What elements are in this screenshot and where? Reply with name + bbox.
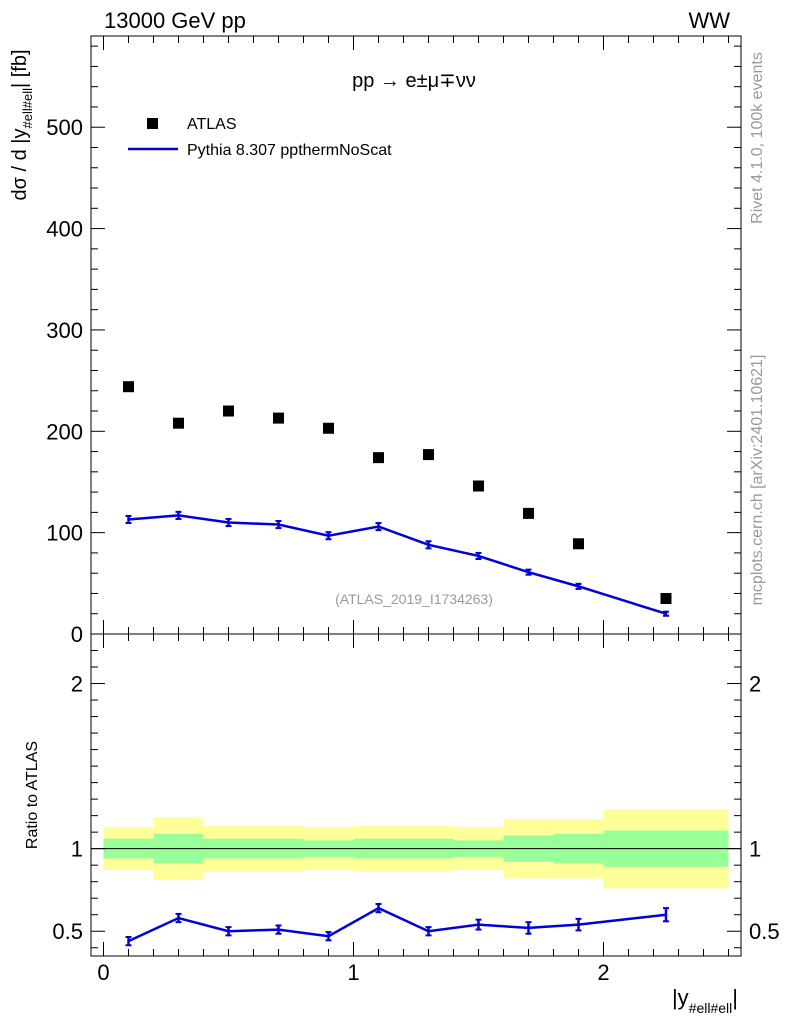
atlas-data-point xyxy=(660,593,672,605)
legend-atlas-marker xyxy=(147,118,158,129)
atlas-data-point xyxy=(323,422,334,434)
y-tick-label-ratio: 1 xyxy=(71,837,83,862)
main-plot-data xyxy=(123,381,672,617)
x-tick-label: 0 xyxy=(97,960,109,985)
ratio-plot-data xyxy=(125,902,669,947)
generator-info: Rivet 4.1.0, 100k events xyxy=(749,52,766,224)
y-tick-label-ratio-right: 0.5 xyxy=(749,919,780,944)
y-tick-label-main: 100 xyxy=(46,521,83,546)
ratio-axis-ticks: 0 1 2 0.5 0.5 1 1 2 2 xyxy=(52,634,780,985)
atlas-data-point xyxy=(523,507,534,519)
x-tick-label: 1 xyxy=(347,960,359,985)
legend-mc-label: Pythia 8.307 ppthermNoScat xyxy=(187,142,392,159)
atlas-data-point xyxy=(473,480,484,492)
atlas-data-point xyxy=(273,412,284,424)
main-axis-ticks: 0 100 200 300 400 500 xyxy=(46,36,741,647)
y-tick-label-main: 200 xyxy=(46,419,83,444)
y-axis-label-main: dσ / d |y#ell#ell| [fb] xyxy=(9,49,35,200)
analysis-id: (ATLAS_2019_I1734263) xyxy=(335,591,493,607)
y-tick-label-ratio: 0.5 xyxy=(52,919,83,944)
ratio-series-line xyxy=(127,906,667,943)
atlas-data-point xyxy=(223,405,234,417)
atlas-data-point xyxy=(573,538,584,550)
y-tick-label-main: 0 xyxy=(71,622,83,647)
atlas-data-point xyxy=(423,449,434,461)
x-axis-label: |y#ell#ell| xyxy=(672,985,738,1016)
legend-atlas-label: ATLAS xyxy=(187,116,237,133)
energy-label: 13000 GeV pp xyxy=(104,8,246,33)
y-tick-label-ratio: 2 xyxy=(71,672,83,697)
y-tick-label-ratio-right: 1 xyxy=(749,837,761,862)
atlas-data-point xyxy=(173,417,184,429)
y-axis-label-ratio: Ratio to ATLAS xyxy=(24,741,41,849)
x-tick-label: 2 xyxy=(597,960,609,985)
ratio-bands xyxy=(91,809,741,889)
atlas-data-point xyxy=(123,381,134,393)
ratio-panel-frame xyxy=(90,633,742,957)
y-tick-label-main: 400 xyxy=(46,217,83,242)
atlas-data-point xyxy=(373,452,384,464)
process-tag: WW xyxy=(688,8,730,33)
process-title: pp → e±μ∓νν xyxy=(352,70,476,92)
y-tick-label-main: 500 xyxy=(46,115,83,140)
y-tick-label-ratio-right: 2 xyxy=(749,672,761,697)
y-tick-label-main: 300 xyxy=(46,318,83,343)
source-info: mcplots.cern.ch [arXiv:2401.10621] xyxy=(749,355,766,606)
